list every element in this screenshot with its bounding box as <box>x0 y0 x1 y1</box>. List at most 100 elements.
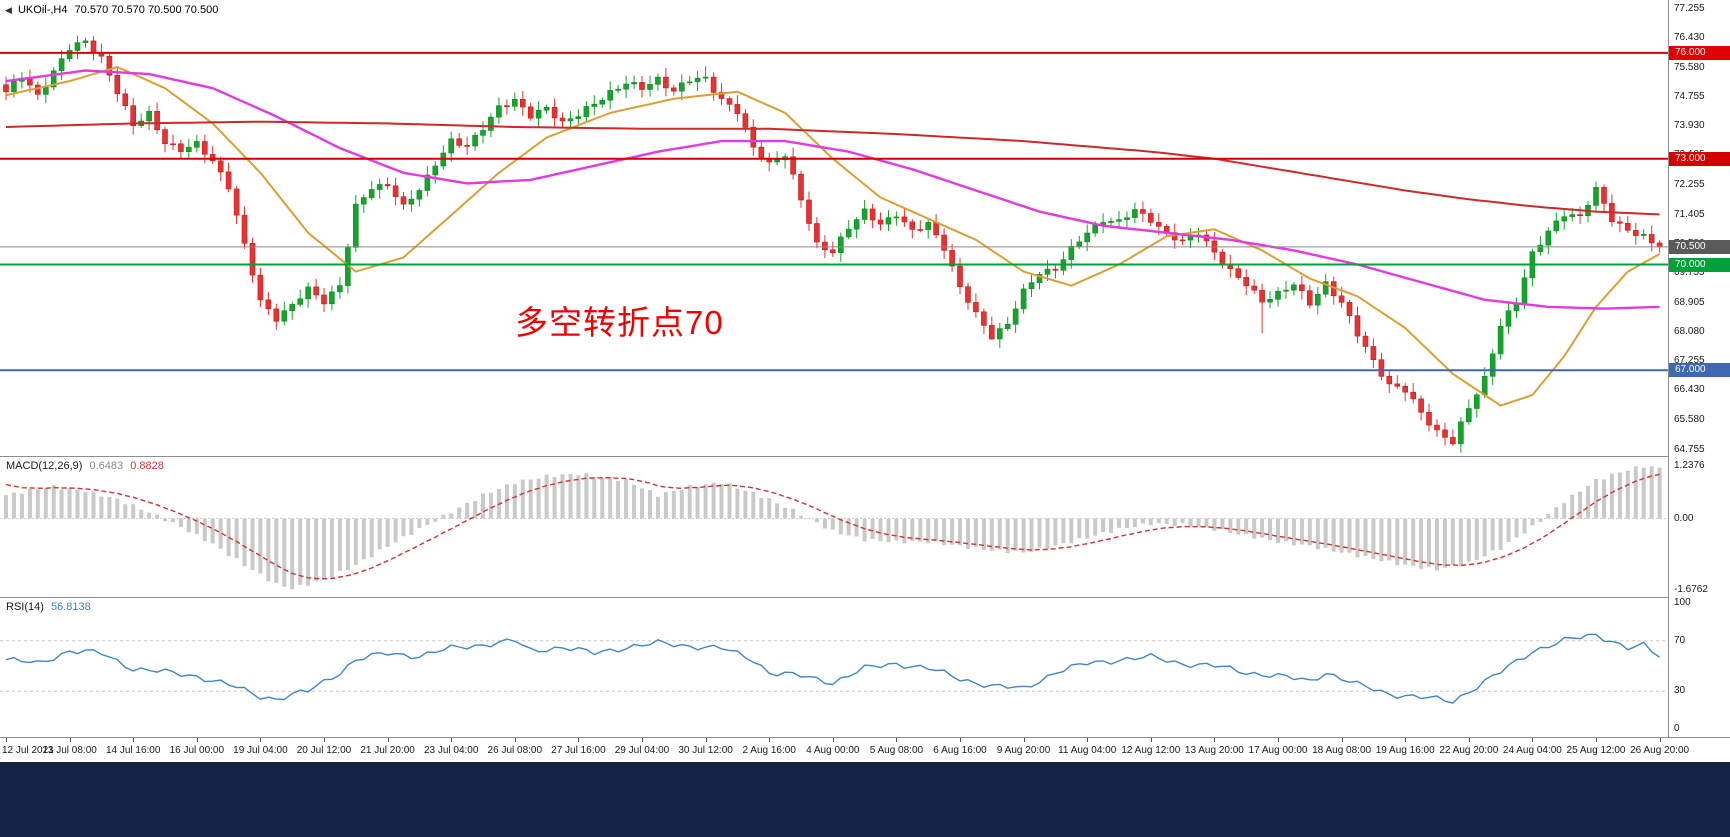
bottom-strip <box>0 762 1730 837</box>
price-tick-label: 77.255 <box>1674 2 1705 14</box>
price-tick-label: 68.905 <box>1674 297 1705 309</box>
time-tick-mark <box>769 738 771 742</box>
ohlc-values-label: 70.570 70.570 70.500 70.500 <box>74 4 219 16</box>
rsi-tick-label: 0 <box>1674 723 1680 734</box>
rsi-canvas[interactable] <box>0 598 1668 737</box>
time-label: 11 Aug 04:00 <box>1058 745 1117 756</box>
panel-separator-rsi[interactable] <box>0 597 1730 598</box>
time-tick-mark <box>1278 738 1279 742</box>
time-tick-mark <box>69 738 71 742</box>
macd-name-label: MACD(12,26,9) <box>6 460 83 472</box>
time-label: 13 Aug 20:00 <box>1184 745 1244 756</box>
time-tick-mark <box>1659 738 1661 742</box>
time-label: 26 Jul 08:00 <box>487 745 543 756</box>
macd-signal-value: 0.8828 <box>130 460 164 472</box>
price-axis[interactable]: 77.25576.43075.58074.75573.93073.10572.2… <box>1668 0 1730 737</box>
time-axis[interactable]: 12 Jul 2021 13 Jul 08:00 14 Jul 16:00 16 Ju… <box>0 737 1730 762</box>
price-tick-label: 76.430 <box>1674 31 1705 43</box>
time-label: 24 Aug 04:00 <box>1502 745 1562 756</box>
price-tick-label: 75.580 <box>1674 61 1705 73</box>
macd-tick-label: -1.6762 <box>1674 583 1708 595</box>
hline-price-label: 67.000 <box>1669 363 1730 378</box>
time-label: 23 Jul 04:00 <box>423 745 479 756</box>
main-chart-canvas[interactable] <box>0 0 1668 456</box>
time-tick-mark <box>1405 738 1407 742</box>
chart-title: ◀ UKOil-,H4 70.570 70.570 70.500 70.500 <box>5 4 222 16</box>
time-label: 4 Aug 00:00 <box>806 745 860 756</box>
price-tick-label: 72.255 <box>1674 178 1705 190</box>
macd-tick-label: 1.2376 <box>1674 460 1705 471</box>
price-tick-label: 65.580 <box>1674 414 1705 426</box>
time-label: 13 Jul 08:00 <box>42 745 97 756</box>
time-tick-mark <box>133 738 135 742</box>
price-tick-label: 67.255 <box>1674 355 1705 367</box>
time-label: 2 Aug 16:00 <box>742 745 796 756</box>
price-tick-label: 64.755 <box>1674 443 1705 455</box>
time-label: 27 Jul 16:00 <box>551 745 606 756</box>
price-tick-label: 71.405 <box>1674 208 1705 220</box>
macd-indicator-label: MACD(12,26,9) 0.6483 0.8828 <box>6 460 168 472</box>
time-tick-mark <box>896 738 898 742</box>
time-label: 5 Aug 08:00 <box>869 745 924 756</box>
time-tick-mark <box>387 738 389 742</box>
time-tick-mark <box>1150 738 1152 742</box>
time-tick-mark <box>451 738 453 742</box>
time-tick-mark <box>832 738 834 742</box>
time-label: 16 Jul 00:00 <box>169 745 225 756</box>
chart-marker-icon: ◀ <box>5 5 12 15</box>
time-tick-mark <box>1341 738 1343 742</box>
rsi-tick-label: 30 <box>1674 685 1686 697</box>
hline-price-label: 73.000 <box>1669 151 1730 166</box>
time-tick-mark <box>6 738 7 742</box>
time-label: 12 Aug 12:00 <box>1121 745 1181 756</box>
time-label: 21 Jul 20:00 <box>360 745 415 756</box>
rsi-name-label: RSI(14) <box>6 601 44 613</box>
time-label: 6 Aug 16:00 <box>933 745 987 756</box>
macd-tick-label: 0.00 <box>1674 512 1694 524</box>
time-tick-mark <box>324 738 325 742</box>
hline-price-label: 70.000 <box>1669 257 1730 272</box>
time-tick-mark <box>1023 738 1025 742</box>
time-tick-mark <box>960 738 961 742</box>
rsi-tick-label: 100 <box>1674 597 1691 608</box>
price-tick-label: 73.930 <box>1674 119 1705 131</box>
time-label: 26 Aug 20:00 <box>1630 745 1690 756</box>
symbol-period-label: UKOil-,H4 <box>17 4 68 16</box>
time-tick-mark <box>705 738 707 742</box>
time-label: 30 Jul 12:00 <box>678 745 733 756</box>
time-label: 9 Aug 20:00 <box>996 745 1051 756</box>
time-label: 29 Jul 04:00 <box>614 745 670 756</box>
rsi-tick-label: 70 <box>1674 634 1686 646</box>
time-label: 20 Jul 12:00 <box>296 745 352 756</box>
price-tick-label: 69.755 <box>1674 267 1705 279</box>
time-tick-mark <box>1468 738 1470 742</box>
time-tick-mark <box>1532 738 1534 742</box>
time-label: 19 Jul 04:00 <box>233 745 288 756</box>
panel-separator-macd[interactable] <box>0 456 1730 457</box>
price-tick-label: 74.755 <box>1674 90 1705 102</box>
price-tick-label: 66.430 <box>1674 384 1705 396</box>
price-tick-label: 68.080 <box>1674 326 1705 338</box>
time-label: 22 Aug 20:00 <box>1439 745 1499 756</box>
rsi-indicator-label: RSI(14) 56.8138 <box>6 601 95 613</box>
time-label: 25 Aug 12:00 <box>1566 745 1626 756</box>
macd-canvas[interactable] <box>0 457 1668 597</box>
time-label: 18 Aug 08:00 <box>1312 745 1372 756</box>
time-tick-mark <box>196 738 198 742</box>
chart-annotation-text[interactable]: 多空转折点70 <box>515 304 724 341</box>
time-label: 14 Jul 16:00 <box>105 745 161 756</box>
time-tick-mark <box>578 738 580 742</box>
time-tick-mark <box>260 738 262 742</box>
macd-main-value: 0.6483 <box>89 460 124 472</box>
time-label: 17 Aug 00:00 <box>1248 745 1308 756</box>
time-tick-mark <box>642 738 643 742</box>
rsi-value: 56.8138 <box>50 601 91 613</box>
time-label: 19 Aug 16:00 <box>1375 745 1435 756</box>
time-tick-mark <box>1596 738 1597 742</box>
current-price-label: 70.500 <box>1669 239 1730 254</box>
time-tick-mark <box>514 738 516 742</box>
hline-price-label: 76.000 <box>1669 45 1730 60</box>
time-label: 12 Jul 2021 <box>2 745 54 756</box>
time-tick-mark <box>1087 738 1089 742</box>
